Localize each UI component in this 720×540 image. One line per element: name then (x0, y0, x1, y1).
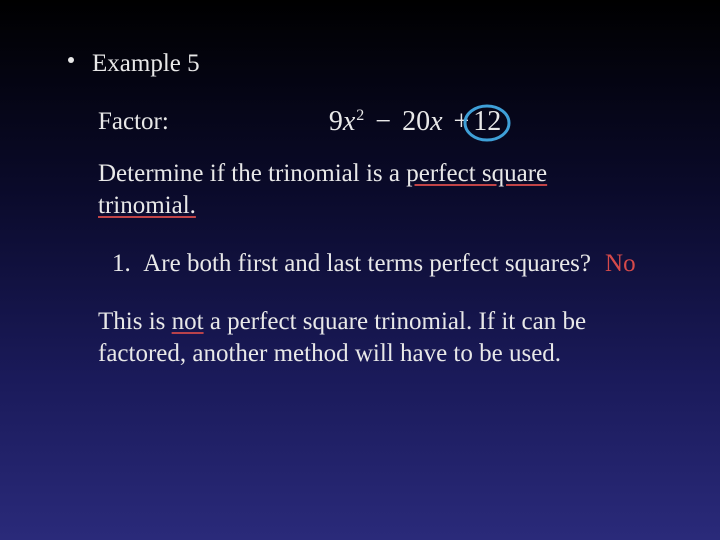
concl-a: This is (98, 308, 172, 335)
instr-underlined-2: trinomial. (98, 192, 196, 219)
expr-var1: x (343, 106, 355, 137)
expr-exp1: 2 (356, 107, 364, 124)
instr-underlined-1: perfect square (406, 160, 547, 187)
expr-op2: + (454, 106, 470, 137)
question-body: Are both first and last terms perfect sq… (143, 250, 591, 277)
answer-no: No (605, 248, 636, 280)
bullet-dot-icon (68, 57, 74, 63)
trinomial-expression: 9x2 − 20x +12 (329, 106, 501, 138)
factor-label: Factor: (98, 108, 169, 136)
expr-coef2: 20 (402, 106, 430, 137)
expr-coef1: 9 (329, 106, 343, 137)
question-number: 1. (112, 250, 131, 277)
instruction-text: Determine if the trinomial is a perfect … (98, 158, 660, 222)
bullet-row: Example 5 (60, 50, 660, 78)
expr-var2: x (430, 106, 442, 137)
expr-op1: − (375, 106, 391, 137)
instr-pre: Determine if the trinomial is a (98, 160, 406, 187)
expr-const: 12 (473, 106, 501, 137)
concl-not: not (172, 308, 204, 335)
question-text: 1. Are both first and last terms perfect… (112, 248, 591, 280)
slide: Example 5 Factor: 9x2 − 20x +12 Determin… (0, 0, 720, 540)
question-row: 1. Are both first and last terms perfect… (112, 248, 660, 280)
conclusion-text: This is not a perfect square trinomial. … (98, 306, 660, 370)
factor-row: Factor: 9x2 − 20x +12 (98, 106, 660, 138)
example-title: Example 5 (92, 50, 200, 78)
